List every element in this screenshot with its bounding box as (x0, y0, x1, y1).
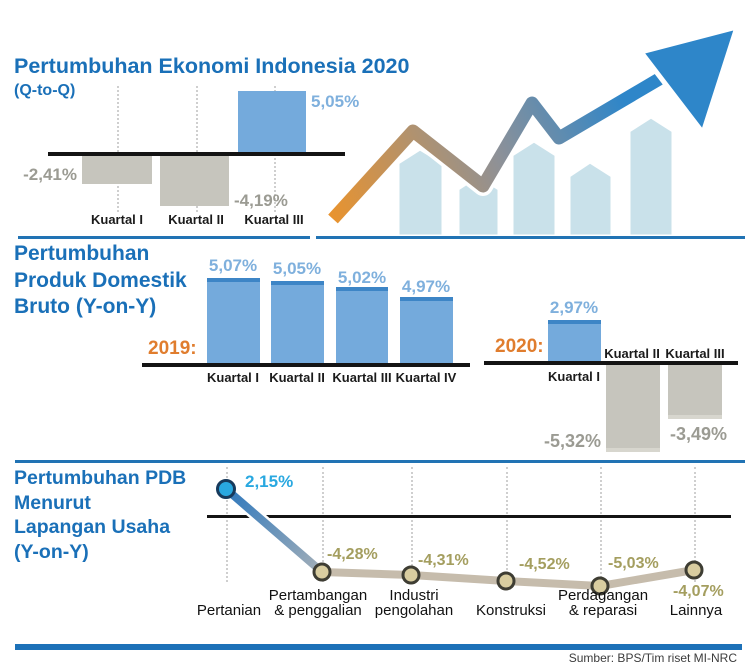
sector-cat-label-line: Lainnya (669, 602, 723, 619)
sector-cat-label-line: Pertanian (196, 602, 262, 619)
qtoq-gridline-1 (117, 86, 119, 212)
qtoq-bar-3 (238, 91, 306, 152)
section2-title-line2: Produk Domestik (14, 268, 187, 292)
sector-value-label-2: -4,28% (327, 546, 378, 563)
pdb2019-bar-2 (271, 281, 324, 363)
pdb2020-cat-label-2: Kuartal II (604, 346, 660, 361)
sector-gridline-5 (600, 467, 602, 582)
section3-title-line2: Menurut (14, 491, 91, 514)
sector-gridline-4 (506, 467, 508, 582)
section-divider-1a (18, 236, 310, 239)
qtoq-value-label-2: -4,19% (234, 191, 288, 210)
sector-cat-label-2: Pertambangan & penggalian (269, 588, 367, 618)
sector-cat-label-1: Pertanian (197, 603, 261, 618)
section2-title-line3: Bruto (Y-on-Y) (14, 295, 157, 318)
pdb2019-axis (142, 363, 470, 367)
sector-value-label-1: 2,15% (245, 472, 294, 491)
pdb2019-bar-cap-2 (271, 281, 324, 285)
sector-cat-label-line: Pertambangan (268, 587, 368, 604)
section3-title-line1: Pertumbuhan PDB (14, 467, 187, 489)
sector-cat-label-line: pengolahan (374, 602, 454, 619)
section3-title-line3: Lapangan Usaha (14, 516, 171, 538)
sector-zero-line (207, 515, 731, 518)
pdb2020-cat-label-3: Kuartal III (665, 346, 725, 361)
sector-gridline-3 (411, 467, 413, 582)
pdb2019-year-label: 2019: (148, 338, 197, 359)
qtoq-gridline-2 (196, 86, 198, 212)
sector-value-label-5: -5,03% (608, 555, 659, 572)
sector-value-label-3: -4,31% (418, 552, 469, 569)
sector-value-label-4: -4,52% (519, 556, 570, 573)
pdb2020-bar-cap-2 (606, 448, 660, 452)
section3-title-line4: (Y-on-Y) (14, 540, 89, 563)
sector-cat-label-line: & penggalian (274, 602, 362, 619)
qtoq-bar-1 (82, 156, 152, 184)
section2-title-line1: Pertumbuhan (14, 242, 150, 265)
qtoq-value-label-3: 5,05% (311, 92, 360, 111)
qtoq-axis (48, 152, 345, 156)
sector-cat-label-3: Industri pengolahan (375, 588, 453, 618)
pdb2019-cat-label-2: Kuartal II (269, 370, 325, 385)
sector-cat-label-line: & reparasi (568, 602, 638, 619)
sector-cat-label-5: Perdagangan & reparasi (558, 588, 648, 618)
decor-chart-bars (396, 115, 675, 238)
pdb2019-value-label-1: 5,07% (208, 256, 258, 275)
pdb2019-bar-1 (207, 278, 260, 363)
section1-title: Pertumbuhan Ekonomi Indonesia 2020 (14, 54, 410, 78)
pdb2019-cat-label-1: Kuartal I (206, 370, 260, 385)
sector-gridline-6 (694, 467, 696, 582)
sector-gridline-2 (322, 467, 324, 582)
pdb2020-year-label: 2020: (495, 336, 544, 357)
sector-gridline-1 (226, 467, 228, 582)
section3-title: Pertumbuhan PDB Menurut Lapangan Usaha (… (14, 466, 186, 564)
qtoq-value-label-1: -2,41% (23, 165, 77, 184)
pdb2019-value-label-3: 5,02% (337, 268, 387, 287)
pdb2020-bar-2 (606, 365, 660, 452)
section1-subtitle: (Q-to-Q) (14, 82, 76, 99)
qtoq-cat-label-2: Kuartal II (168, 212, 224, 227)
pdb2020-bar-3 (668, 365, 722, 419)
sector-cat-label-6: Lainnya (670, 603, 723, 618)
pdb2020-value-label-1: 2,97% (549, 298, 599, 317)
pdb2019-cat-label-3: Kuartal III (332, 370, 392, 385)
pdb2019-bar-4 (400, 297, 453, 363)
sector-value-label-6: -4,07% (673, 583, 724, 600)
section-divider-2 (15, 460, 745, 463)
section2-title: Pertumbuhan Produk Domestik Bruto (Y-on-… (14, 241, 187, 321)
pdb2020-bar-cap-1 (548, 320, 601, 324)
sector-cat-label-4: Konstruksi (476, 603, 546, 618)
source-note: Sumber: BPS/Tim riset MI-NRC (568, 651, 737, 665)
section-divider-1b (316, 236, 745, 239)
pdb2020-cat-label-1: Kuartal I (547, 369, 601, 384)
qtoq-cat-label-3: Kuartal III (244, 212, 304, 227)
pdb2019-cat-label-4: Kuartal IV (395, 370, 457, 385)
sector-cat-label-line: Konstruksi (475, 602, 547, 619)
pdb2019-bar-cap-4 (400, 297, 453, 301)
pdb2019-value-label-2: 5,05% (272, 259, 322, 278)
pdb2019-bar-cap-3 (336, 287, 388, 291)
pdb2019-bar-cap-1 (207, 278, 260, 282)
sector-cat-label-line: Industri (389, 587, 439, 604)
pdb2019-bar-3 (336, 287, 388, 363)
footer-bar (15, 644, 742, 650)
pdb2020-value-label-2: -5,32% (543, 431, 601, 451)
pdb2020-axis (484, 361, 738, 365)
pdb2020-value-label-3: -3,49% (670, 424, 728, 444)
pdb2020-bar-1 (548, 320, 601, 361)
qtoq-bar-2 (160, 156, 229, 206)
qtoq-cat-label-1: Kuartal I (90, 212, 144, 227)
pdb2020-bar-cap-3 (668, 415, 722, 419)
pdb2019-value-label-4: 4,97% (401, 277, 451, 296)
sector-cat-label-line: Perdagangan (557, 587, 649, 604)
